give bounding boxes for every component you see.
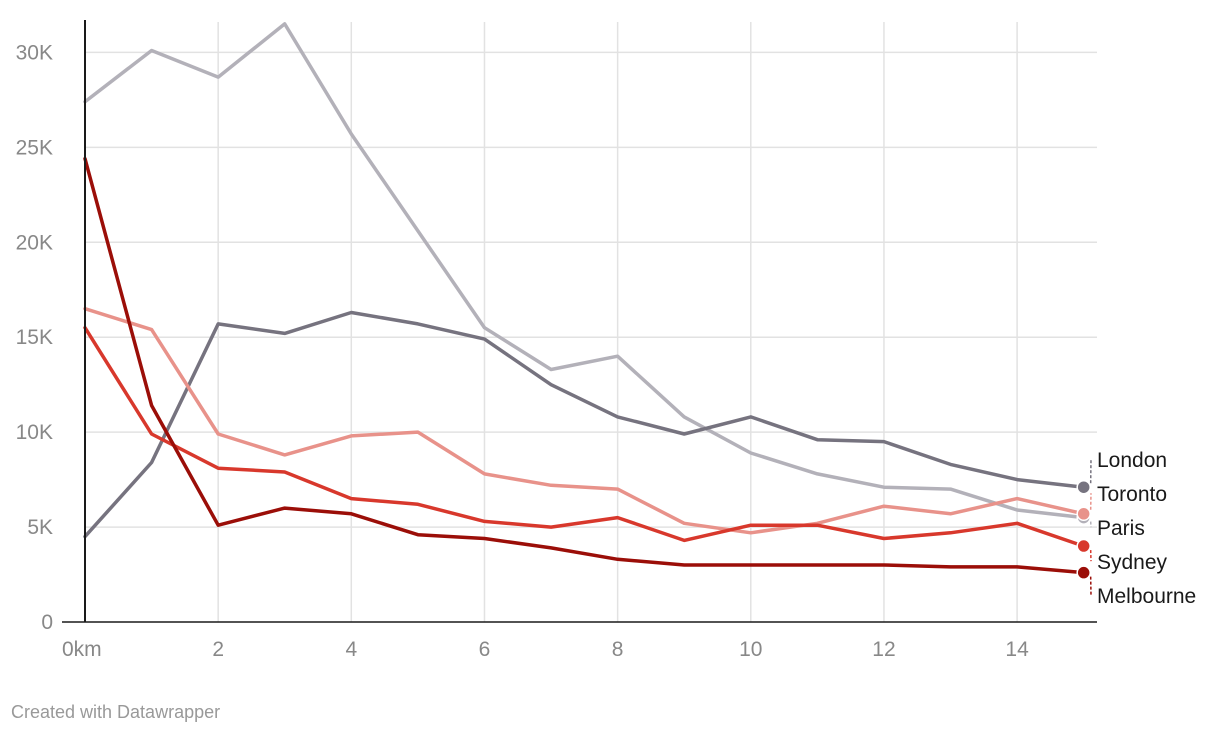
x-tick-label: 2 xyxy=(212,638,224,661)
series-label-sydney: Sydney xyxy=(1097,551,1168,574)
end-dot-london xyxy=(1076,479,1091,495)
end-dot-toronto xyxy=(1076,506,1091,522)
end-dot-melbourne xyxy=(1076,565,1091,580)
end-dot-sydney xyxy=(1076,538,1091,554)
axes: 0 5K 10K 15K 20K 25K 30K 0km 2 4 6 8 10 12 14 xyxy=(16,20,1097,661)
y-tick-label: 20K xyxy=(16,231,53,254)
x-tick-label: 6 xyxy=(479,638,491,661)
series-label-paris: Paris xyxy=(1097,517,1145,540)
y-tick-label: 10K xyxy=(16,421,53,444)
series-line-sydney xyxy=(83,325,1086,548)
x-tick-label: 12 xyxy=(872,638,895,661)
series-labels: London Toronto Paris Sydney Melbourne xyxy=(1076,449,1196,608)
series-line-toronto xyxy=(83,306,1086,535)
series-line-paris xyxy=(83,22,1086,520)
series-label-toronto: Toronto xyxy=(1097,483,1167,506)
series-label-london: London xyxy=(1097,449,1167,472)
series-line-melbourne xyxy=(83,156,1086,575)
x-tick-label: 4 xyxy=(345,638,357,661)
x-tick-label: 10 xyxy=(739,638,762,661)
y-tick-label: 5K xyxy=(27,516,53,539)
credit-text: Created with Datawrapper xyxy=(11,702,221,722)
series-label-melbourne: Melbourne xyxy=(1097,585,1196,608)
series-lines xyxy=(83,22,1086,575)
y-tick-label: 15K xyxy=(16,326,53,349)
series-line-london xyxy=(83,310,1086,539)
x-tick-label: 8 xyxy=(612,638,624,661)
x-tick-label: 0km xyxy=(62,638,102,661)
x-tick-label: 14 xyxy=(1005,638,1029,661)
y-tick-label: 0 xyxy=(41,611,53,634)
y-tick-label: 30K xyxy=(16,41,53,64)
y-tick-label: 25K xyxy=(16,136,53,159)
